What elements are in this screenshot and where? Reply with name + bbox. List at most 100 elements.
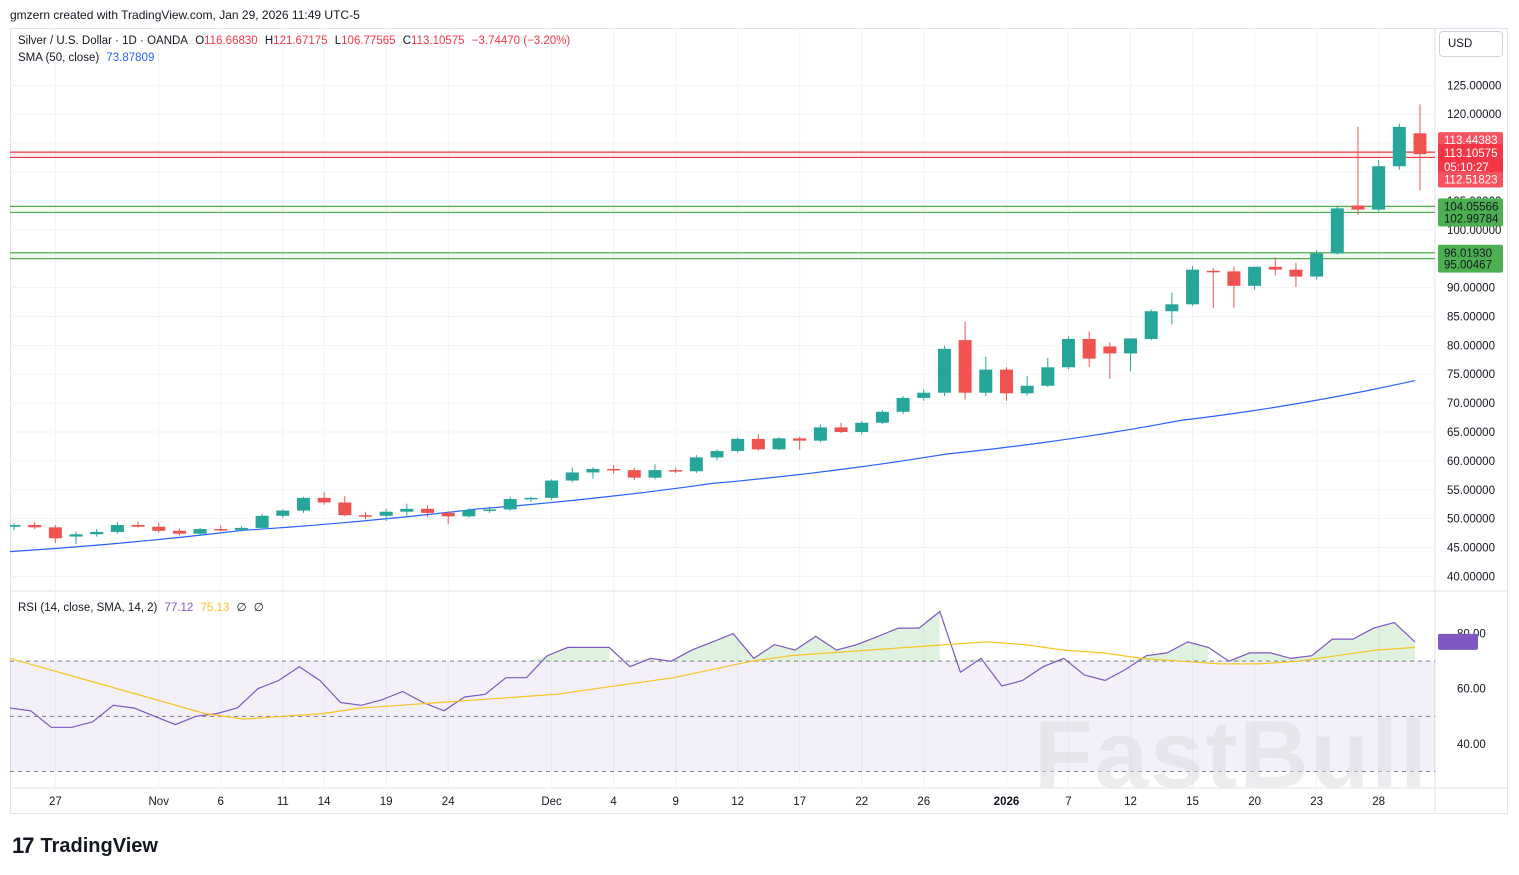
rsi-legend[interactable]: RSI (14, close, SMA, 14, 2) 77.12 75.13 … xyxy=(18,600,268,614)
rsi-line xyxy=(10,610,1416,728)
candle-body xyxy=(855,422,869,432)
candle-body xyxy=(1144,311,1158,339)
rsi-value-tag-bg xyxy=(1438,633,1478,650)
candle-body xyxy=(1372,166,1386,210)
candle-body xyxy=(1041,367,1055,386)
low-value: 106.77565 xyxy=(341,35,396,47)
candle-body xyxy=(793,438,807,441)
level-tag-bg xyxy=(1438,198,1503,215)
candle-body xyxy=(607,468,621,471)
price-tags: 113.44383113.1057505:10:27112.51823104.0… xyxy=(1438,132,1503,650)
candle-body xyxy=(917,392,931,398)
candlesticks xyxy=(10,104,1427,545)
rsi-sma-value: 75.13 xyxy=(200,602,230,614)
candle-body xyxy=(10,525,21,527)
time-tick-label: 17 xyxy=(793,796,806,808)
candle-body xyxy=(110,525,124,532)
last-price-tag-bg xyxy=(1438,144,1503,177)
candle-body xyxy=(296,497,310,511)
candle-body xyxy=(1351,205,1365,210)
candle-body xyxy=(627,470,641,478)
candle-body xyxy=(69,534,83,537)
rsi-label: RSI (14, close, SMA, 14, 2) xyxy=(18,602,158,614)
candle-body xyxy=(28,525,42,528)
level-tag: 95.00467 xyxy=(1444,260,1492,272)
time-tick-label: 26 xyxy=(917,796,930,808)
open-value: 116.66830 xyxy=(204,35,258,47)
candle-body xyxy=(1413,133,1427,155)
level-zone xyxy=(10,152,1435,158)
candle-body xyxy=(503,499,517,510)
sma-value: 73.87809 xyxy=(106,52,155,64)
price-tick-label: 125.00000 xyxy=(1447,80,1501,92)
candle-body xyxy=(1330,208,1344,254)
candle-body xyxy=(648,470,662,478)
level-tag-bg xyxy=(1438,256,1503,273)
candle-body xyxy=(813,427,827,441)
level-tag: 104.05566 xyxy=(1444,201,1498,213)
currency-button[interactable]: USD xyxy=(1439,31,1503,57)
rsi-sma-line xyxy=(10,641,1416,720)
candle-body xyxy=(1227,271,1241,286)
price-tick-label: 60.00000 xyxy=(1447,456,1495,468)
price-tick-label: 70.00000 xyxy=(1447,398,1495,410)
time-tick-label: 6 xyxy=(218,796,224,808)
candle-body xyxy=(1289,269,1303,277)
candle-body xyxy=(421,508,435,513)
sma-legend[interactable]: SMA (50, close) 73.87809 xyxy=(18,52,158,64)
candle-body xyxy=(834,427,848,432)
candle-body xyxy=(483,509,497,511)
candle-body xyxy=(172,530,186,534)
time-tick-label: 27 xyxy=(49,796,62,808)
rsi-band xyxy=(10,660,1435,772)
candle-body xyxy=(1124,338,1138,354)
candle-body xyxy=(152,526,166,531)
time-tick-label: Dec xyxy=(541,796,562,808)
rsi-extra-2: ∅ xyxy=(253,602,264,614)
horizontal-levels xyxy=(10,151,1435,260)
candle-body xyxy=(979,369,993,393)
change-value: −3.74470 (−3.20%) xyxy=(471,35,571,47)
low-label: L xyxy=(334,35,342,47)
rsi-tick-label: 40.00 xyxy=(1457,739,1486,751)
candle-body xyxy=(400,508,414,512)
level-tag-bg xyxy=(1438,210,1503,227)
candle-body xyxy=(441,512,455,517)
time-tick-label: 12 xyxy=(1124,796,1137,808)
symbol-name: Silver / U.S. Dollar · 1D · OANDA xyxy=(18,35,188,47)
close-value: 113.10575 xyxy=(411,35,465,47)
candle-body xyxy=(48,527,62,539)
candle-body xyxy=(131,525,145,527)
candle-body xyxy=(214,529,228,531)
candle-body xyxy=(276,510,290,516)
level-tag-bg xyxy=(1438,171,1503,188)
candle-body xyxy=(1103,346,1117,354)
time-tick-label: 2026 xyxy=(994,796,1020,808)
time-tick-label: 23 xyxy=(1310,796,1323,808)
level-tag: 102.99784 xyxy=(1444,213,1499,225)
price-chart[interactable]: 125.00000120.00000115.00000110.00000105.… xyxy=(10,28,1508,814)
price-tick-label: 75.00000 xyxy=(1447,369,1495,381)
candle-body xyxy=(90,531,104,535)
last-price-countdown: 05:10:27 xyxy=(1444,162,1489,174)
rsi-overbought-fill xyxy=(526,611,1415,662)
price-tick-label: 100.00000 xyxy=(1447,225,1501,237)
candle-body xyxy=(255,515,269,528)
price-tick-label: 120.00000 xyxy=(1447,109,1501,121)
candle-body xyxy=(689,457,703,472)
candle-body xyxy=(1062,338,1075,368)
time-tick-label: 9 xyxy=(672,796,678,808)
tradingview-logo[interactable]: 17 TradingView xyxy=(12,833,158,859)
symbol-legend[interactable]: Silver / U.S. Dollar · 1D · OANDA O116.6… xyxy=(18,35,574,47)
time-tick-label: 7 xyxy=(1065,796,1071,808)
high-value: 121.67175 xyxy=(273,35,328,47)
candle-body xyxy=(710,451,724,458)
level-tag: 112.51823 xyxy=(1444,174,1498,186)
time-tick-label: 20 xyxy=(1248,796,1261,808)
time-tick-label: 4 xyxy=(610,796,617,808)
candle-body xyxy=(379,511,393,516)
level-zone xyxy=(10,206,1435,213)
chart-frame xyxy=(10,28,1508,814)
candle-body xyxy=(462,510,476,517)
time-tick-label: 22 xyxy=(855,796,868,808)
